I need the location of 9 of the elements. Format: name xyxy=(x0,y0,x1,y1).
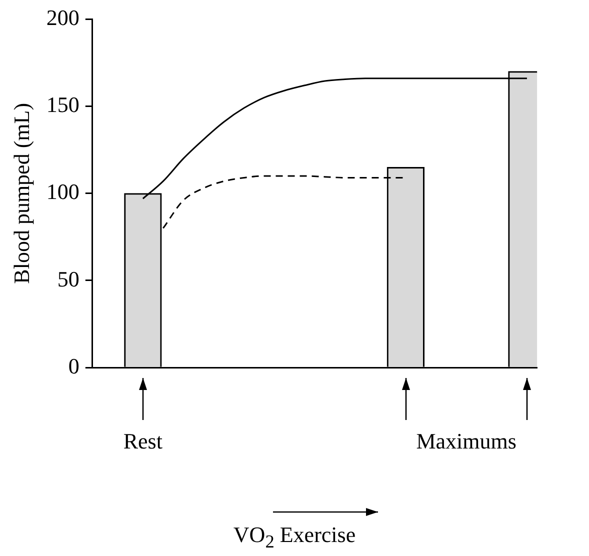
x-axis-title: VO$_{2}$ Exercise xyxy=(232,522,357,552)
x-tick-label: Rest xyxy=(123,428,162,454)
y-axis-title: Blood pumped (mL) xyxy=(8,102,34,284)
y-tick-label: 100 xyxy=(46,179,80,204)
y-tick-label: 0 xyxy=(68,353,80,378)
y-tick-label: 200 xyxy=(46,4,80,30)
x-tick-label: Maximums xyxy=(416,428,516,454)
y-tick-label: 150 xyxy=(46,92,80,118)
y-tick-label: 50 xyxy=(57,266,80,292)
